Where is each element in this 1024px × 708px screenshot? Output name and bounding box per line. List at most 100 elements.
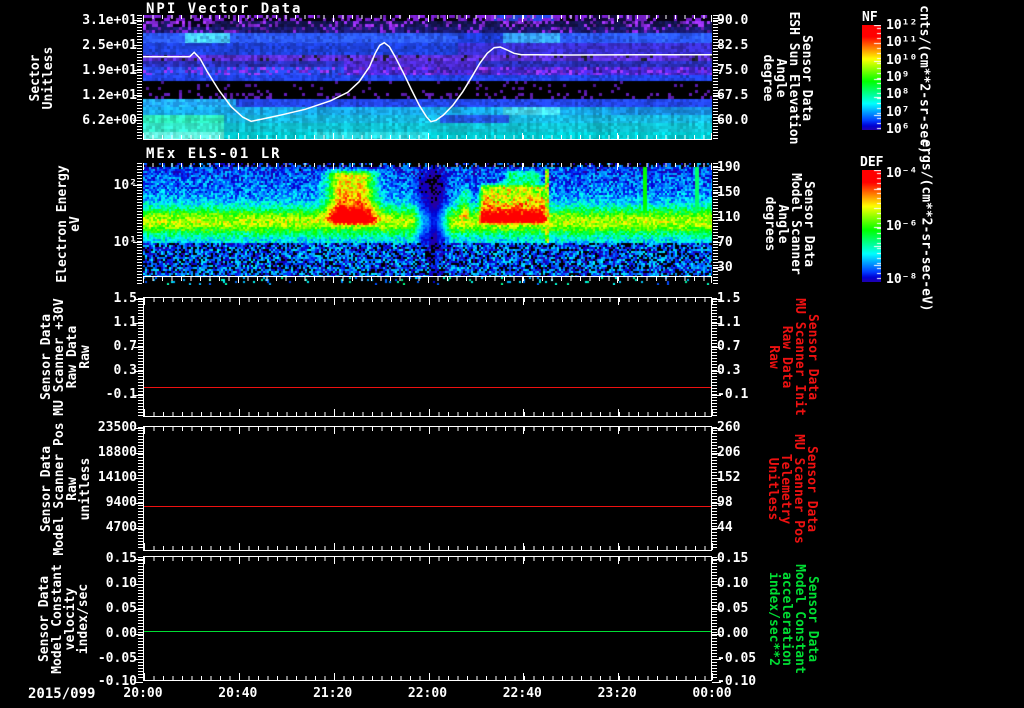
y-tick-label-right: 0.10 bbox=[717, 576, 749, 591]
y-major-tick bbox=[712, 559, 721, 560]
x-major-tick bbox=[618, 673, 620, 680]
y-major-tick bbox=[713, 95, 722, 96]
x-major-tick bbox=[428, 673, 430, 680]
mu-scanner-data-line bbox=[144, 386, 711, 388]
def-tick-label: 10⁻⁴ bbox=[886, 166, 918, 181]
y-tick-label-right: 150 bbox=[717, 185, 741, 201]
nf-tick-label: 10⁷ bbox=[886, 104, 910, 120]
model-constant-data-line bbox=[144, 630, 711, 632]
y-tick-label-right: 90.0 bbox=[717, 13, 749, 28]
x-major-tick bbox=[237, 15, 239, 22]
x-major-tick bbox=[711, 163, 712, 170]
x-major-tick bbox=[428, 409, 430, 416]
y-axis-minor-ticks bbox=[712, 298, 717, 416]
y-axis-minor-ticks bbox=[137, 15, 142, 140]
y-tick-label-left: 0.15 bbox=[105, 551, 137, 566]
x-major-tick bbox=[428, 557, 430, 564]
y-tick-label-left: -0.1 bbox=[105, 386, 137, 402]
x-major-tick bbox=[144, 427, 145, 434]
y-tick-label-right: 98 bbox=[717, 495, 733, 510]
x-major-tick bbox=[144, 673, 145, 680]
x-major-tick bbox=[332, 276, 334, 283]
y-major-tick bbox=[713, 120, 722, 121]
y-major-tick bbox=[134, 394, 143, 396]
y-axis-title-right-model_constant: Sensor Data Model Constant acceleration ind… bbox=[766, 524, 820, 708]
x-major-tick bbox=[143, 15, 144, 22]
x-major-tick bbox=[523, 427, 525, 434]
scanner-pos-data-line bbox=[144, 505, 711, 507]
x-major-tick bbox=[712, 298, 713, 305]
y-major-tick bbox=[133, 70, 142, 71]
y-major-tick bbox=[134, 682, 143, 683]
y-major-tick bbox=[134, 659, 143, 660]
y-major-tick bbox=[712, 682, 721, 683]
x-major-tick bbox=[332, 133, 334, 140]
axis-title-line: acceleration bbox=[779, 571, 794, 666]
y-major-tick bbox=[133, 184, 142, 186]
x-major-tick bbox=[523, 557, 525, 564]
x-tick-label: 21:20 bbox=[313, 686, 353, 701]
panel2-title: MEx ELS-01 LR bbox=[146, 146, 282, 162]
y-tick-label-right: 82.5 bbox=[717, 38, 749, 53]
y-axis-title-left-npi: Sector Unitless bbox=[28, 0, 56, 173]
x-major-tick bbox=[427, 163, 429, 170]
x-major-tick bbox=[523, 298, 525, 305]
nf-tick-label: 10⁹ bbox=[886, 70, 910, 85]
y-tick-label-left: 2.5e+01 bbox=[82, 38, 137, 53]
y-tick-label-left: 0.3 bbox=[113, 362, 137, 378]
axis-title-line: Unitless bbox=[41, 46, 56, 109]
y-tick-label-right: 30 bbox=[717, 259, 733, 275]
y-major-tick bbox=[712, 394, 721, 396]
y-major-tick bbox=[712, 609, 721, 610]
y-axis-minor-ticks bbox=[712, 427, 717, 550]
y-major-tick bbox=[134, 428, 143, 429]
y-major-tick bbox=[713, 217, 722, 219]
y-tick-label-left: 4700 bbox=[105, 520, 137, 535]
y-major-tick bbox=[712, 322, 721, 324]
y-axis-minor-ticks bbox=[138, 298, 143, 416]
y-major-tick bbox=[712, 346, 721, 348]
y-major-tick bbox=[712, 370, 721, 372]
x-major-tick bbox=[522, 15, 524, 22]
x-major-tick bbox=[522, 276, 524, 283]
x-major-tick bbox=[238, 427, 240, 434]
x-major-tick bbox=[333, 409, 335, 416]
x-major-tick bbox=[617, 163, 619, 170]
x-major-tick bbox=[618, 543, 620, 550]
els-spectrogram bbox=[143, 163, 712, 285]
x-major-tick bbox=[711, 15, 712, 22]
def-colorbar-units: ergs/(cm**2-sr-sec-eV) bbox=[918, 139, 934, 312]
y-axis-minor-ticks bbox=[137, 163, 142, 285]
y-tick-label-right: 206 bbox=[717, 445, 741, 460]
y-major-tick bbox=[134, 584, 143, 585]
nf-tick-label: 10¹¹ bbox=[886, 35, 918, 51]
x-major-tick bbox=[332, 163, 334, 170]
y-axis-minor-ticks bbox=[713, 163, 718, 285]
y-tick-label-right: 1.5 bbox=[717, 290, 741, 306]
x-tick-label: 22:40 bbox=[502, 686, 542, 701]
x-major-tick bbox=[238, 543, 240, 550]
x-major-tick bbox=[522, 133, 524, 140]
axis-title-line: Model Constant bbox=[792, 563, 807, 674]
y-major-tick bbox=[713, 242, 722, 244]
x-major-tick bbox=[237, 276, 239, 283]
sun-elevation-line bbox=[143, 41, 712, 123]
def-colorbar bbox=[862, 170, 881, 282]
x-major-tick bbox=[523, 673, 525, 680]
y-tick-label-right: 75.0 bbox=[717, 63, 749, 78]
x-major-tick bbox=[617, 15, 619, 22]
y-tick-label-right: -0.10 bbox=[717, 674, 757, 689]
x-major-tick bbox=[333, 298, 335, 305]
y-axis-minor-ticks bbox=[138, 427, 143, 550]
y-major-tick bbox=[134, 478, 143, 479]
y-major-tick bbox=[133, 242, 142, 244]
x-major-tick bbox=[617, 133, 619, 140]
y-tick-label-right: 152 bbox=[717, 470, 741, 485]
nf-tick-label: 10⁸ bbox=[886, 87, 910, 103]
x-major-tick bbox=[238, 557, 240, 564]
y-tick-label-left: 0.00 bbox=[105, 626, 137, 641]
y-major-tick bbox=[134, 609, 143, 610]
x-major-tick bbox=[143, 133, 144, 140]
y-tick-label-right: 70 bbox=[717, 235, 733, 251]
y-tick-label-right: 1.1 bbox=[717, 314, 741, 330]
